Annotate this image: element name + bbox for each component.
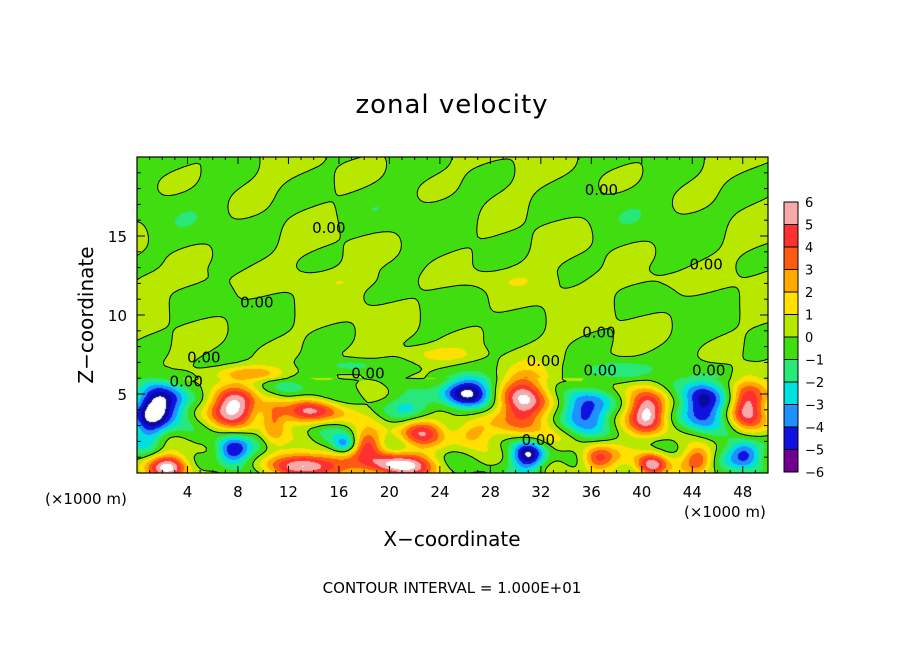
colorbar-swatch: [784, 202, 798, 225]
colorbar-swatch: [784, 337, 798, 360]
plot-area: 0.00 0.00 0.00 0.00 0.00 0.00 0.00 0.00 0.00 0.00…: [136, 156, 769, 474]
chart-title: zonal velocity: [355, 90, 548, 120]
x-tick-label: 40: [632, 483, 651, 501]
contour-label: 0.00: [522, 431, 555, 449]
colorbar-label: −6: [805, 466, 824, 481]
y-tick-label: 5: [117, 386, 127, 404]
x-tick-label: 32: [531, 483, 550, 501]
x-tick-label: 28: [481, 483, 500, 501]
y-axis-label: Z−coordinate: [74, 246, 98, 383]
colorbar: 6 5 4 3 2 1 0 −1 −2 −3 −4 −5 −6: [783, 196, 824, 481]
colorbar-label: −2: [805, 376, 824, 391]
x-tick-label: 48: [733, 483, 752, 501]
colorbar-swatch: [784, 382, 798, 405]
contour-label: 0.00: [351, 364, 384, 382]
y-axis-ticks: 5 10 15: [108, 172, 768, 458]
colorbar-label: 5: [805, 219, 813, 234]
colorbar-label: 1: [805, 309, 813, 324]
colorbar-label: −4: [805, 421, 824, 436]
colorbar-swatch: [784, 427, 798, 450]
contour-label: 0.00: [312, 219, 345, 237]
colorbar-swatch: [784, 314, 798, 338]
colorbar-swatch: [784, 269, 798, 293]
contour-labels: 0.00 0.00 0.00 0.00 0.00 0.00 0.00 0.00 0.00 0.00…: [170, 181, 726, 449]
contour-label: 0.00: [527, 352, 560, 370]
x-axis-label: X−coordinate: [383, 527, 520, 551]
contour-label: 0.00: [585, 181, 618, 199]
colorbar-label: 2: [805, 286, 813, 301]
x-tick-label: 20: [380, 483, 399, 501]
colorbar-swatch: [784, 359, 798, 383]
contour-label: 0.00: [689, 255, 722, 273]
colorbar-label: 0: [805, 331, 813, 346]
colorbar-label: 3: [805, 264, 813, 279]
colorbar-label: 6: [805, 196, 813, 211]
contour-label: 0.00: [170, 372, 203, 390]
colorbar-label: −5: [805, 444, 824, 459]
colorbar-swatch: [784, 224, 798, 248]
x-tick-label: 8: [233, 483, 243, 501]
x-unit-right: (×1000 m): [684, 503, 766, 521]
colorbar-swatch: [784, 247, 798, 270]
contour-label: 0.00: [692, 361, 725, 379]
colorbar-label: 4: [805, 241, 813, 256]
y-tick-label: 10: [108, 307, 127, 325]
colorbar-label: −3: [805, 399, 824, 414]
y-tick-label: 15: [108, 228, 127, 246]
x-unit-left: (×1000 m): [45, 490, 127, 508]
colorbar-swatch: [784, 404, 798, 428]
x-tick-label: 16: [329, 483, 348, 501]
x-tick-label: 24: [430, 483, 449, 501]
x-axis-ticks: 4 8 12 16 20 24 28 32 36 40 44 48: [149, 157, 756, 501]
x-tick-label: 44: [683, 483, 702, 501]
heatmap-field: [137, 157, 768, 473]
contour-label: 0.00: [240, 293, 273, 311]
colorbar-swatch: [784, 292, 798, 315]
colorbar-label: −1: [805, 354, 824, 369]
x-tick-label: 12: [279, 483, 298, 501]
contour-lines: [136, 156, 769, 474]
contour-label: 0.00: [582, 323, 615, 341]
zero-contour: [136, 156, 769, 474]
colorbar-swatch-min: [784, 449, 798, 472]
contour-label: 0.00: [583, 361, 616, 379]
x-tick-label: 36: [582, 483, 601, 501]
contour-interval-note: CONTOUR INTERVAL = 1.000E+01: [323, 579, 582, 597]
x-tick-label: 4: [183, 483, 193, 501]
contour-label: 0.00: [187, 349, 220, 367]
